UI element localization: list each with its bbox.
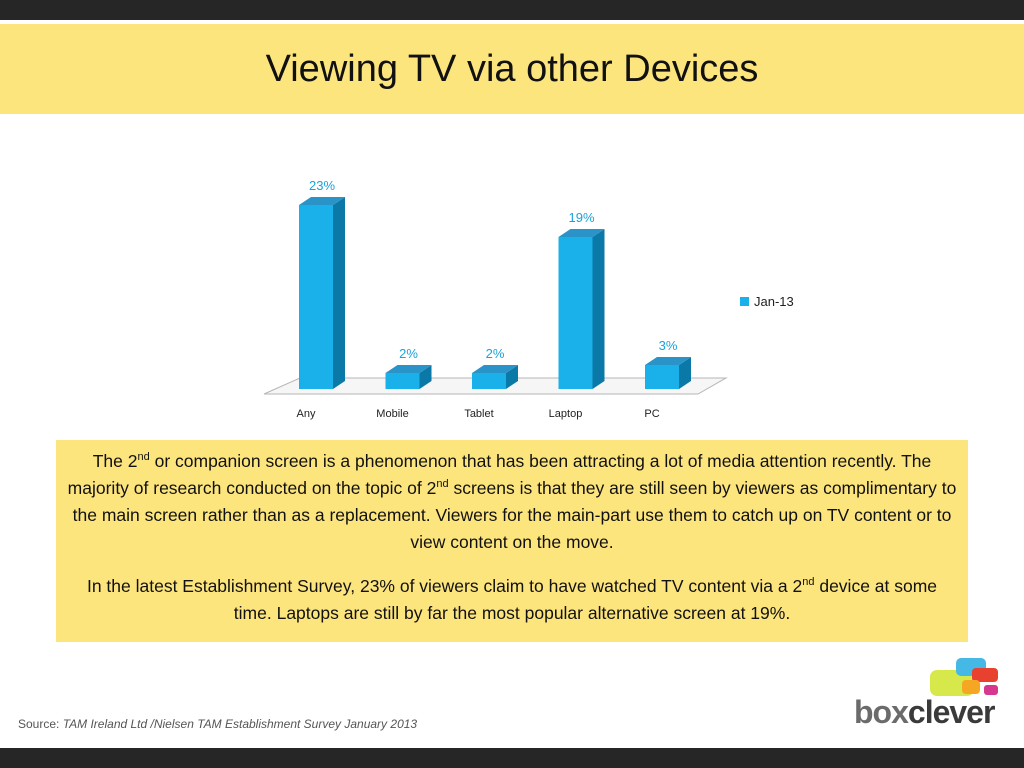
source-label: Source: [18, 717, 63, 731]
p2-text-2: device at some time. Laptops are still b… [233, 576, 938, 623]
x-tick-any: Any [297, 408, 316, 420]
bar-chart: 23% Any 2% Mobile 2% Tablet 19% Laptop 3% PC Jan-… [263, 178, 794, 420]
x-tick-pc: PC [644, 408, 659, 420]
p2-superscript-1: nd [802, 576, 815, 589]
bar-front [299, 205, 333, 389]
bar-front [472, 373, 506, 389]
page-title: Viewing TV via other Devices [265, 47, 759, 90]
x-tick-mobile: Mobile [376, 408, 408, 420]
source-reference: TAM Ireland Ltd /Nielsen TAM Establishme… [62, 717, 418, 731]
bar-side [679, 357, 691, 389]
bar-top [299, 197, 345, 205]
legend-label: Jan-13 [754, 294, 794, 309]
bar-top [385, 365, 432, 373]
bar-mobile [385, 365, 432, 389]
data-label-any: 23% [309, 178, 335, 193]
bar-pc [645, 357, 691, 389]
title-band: Viewing TV via other Devices [0, 24, 1024, 114]
logo-wordmark: boxclever [854, 694, 996, 731]
x-tick-tablet: Tablet [464, 408, 493, 420]
data-label-mobile: 2% [399, 346, 418, 361]
commentary-paragraph-2: In the latest Establishment Survey, 23% … [66, 573, 958, 627]
top-bar [0, 0, 1024, 20]
commentary-box: The 2nd or companion screen is a phenome… [56, 440, 968, 642]
p1-text-3: screens is that they are still seen by v… [72, 478, 957, 552]
data-label-pc: 3% [659, 338, 678, 353]
p1-text-1: The 2 [92, 451, 138, 471]
data-label-laptop: 19% [568, 210, 594, 225]
bar-top [645, 357, 691, 365]
speech-bubbles-icon [930, 658, 998, 696]
bar-top [558, 229, 605, 237]
p1-superscript-1: nd [137, 451, 150, 464]
legend-swatch [740, 297, 749, 306]
bar-top [472, 365, 518, 373]
bar-front [558, 237, 593, 389]
data-label-tablet: 2% [486, 346, 505, 361]
source-note: Source: TAM Ireland Ltd /Nielsen TAM Est… [18, 717, 417, 731]
logo-part-1: box [854, 694, 909, 730]
bar-any [299, 197, 345, 389]
p2-text-1: In the latest Establishment Survey, 23% … [86, 576, 803, 596]
bar-tablet [472, 365, 518, 389]
bar-front [645, 365, 679, 389]
p1-superscript-2: nd [436, 478, 449, 491]
bar-side [333, 197, 345, 389]
boxclever-logo: boxclever [850, 652, 1010, 736]
bar-side [592, 229, 605, 389]
x-tick-laptop: Laptop [549, 408, 583, 420]
bar-laptop [558, 229, 605, 389]
commentary-paragraph-1: The 2nd or companion screen is a phenome… [66, 448, 958, 556]
logo-part-2: clever [907, 694, 996, 730]
bar-front [385, 373, 420, 389]
p1-text-2: or companion screen is a phenomenon that… [67, 451, 932, 498]
bottom-bar [0, 748, 1024, 768]
